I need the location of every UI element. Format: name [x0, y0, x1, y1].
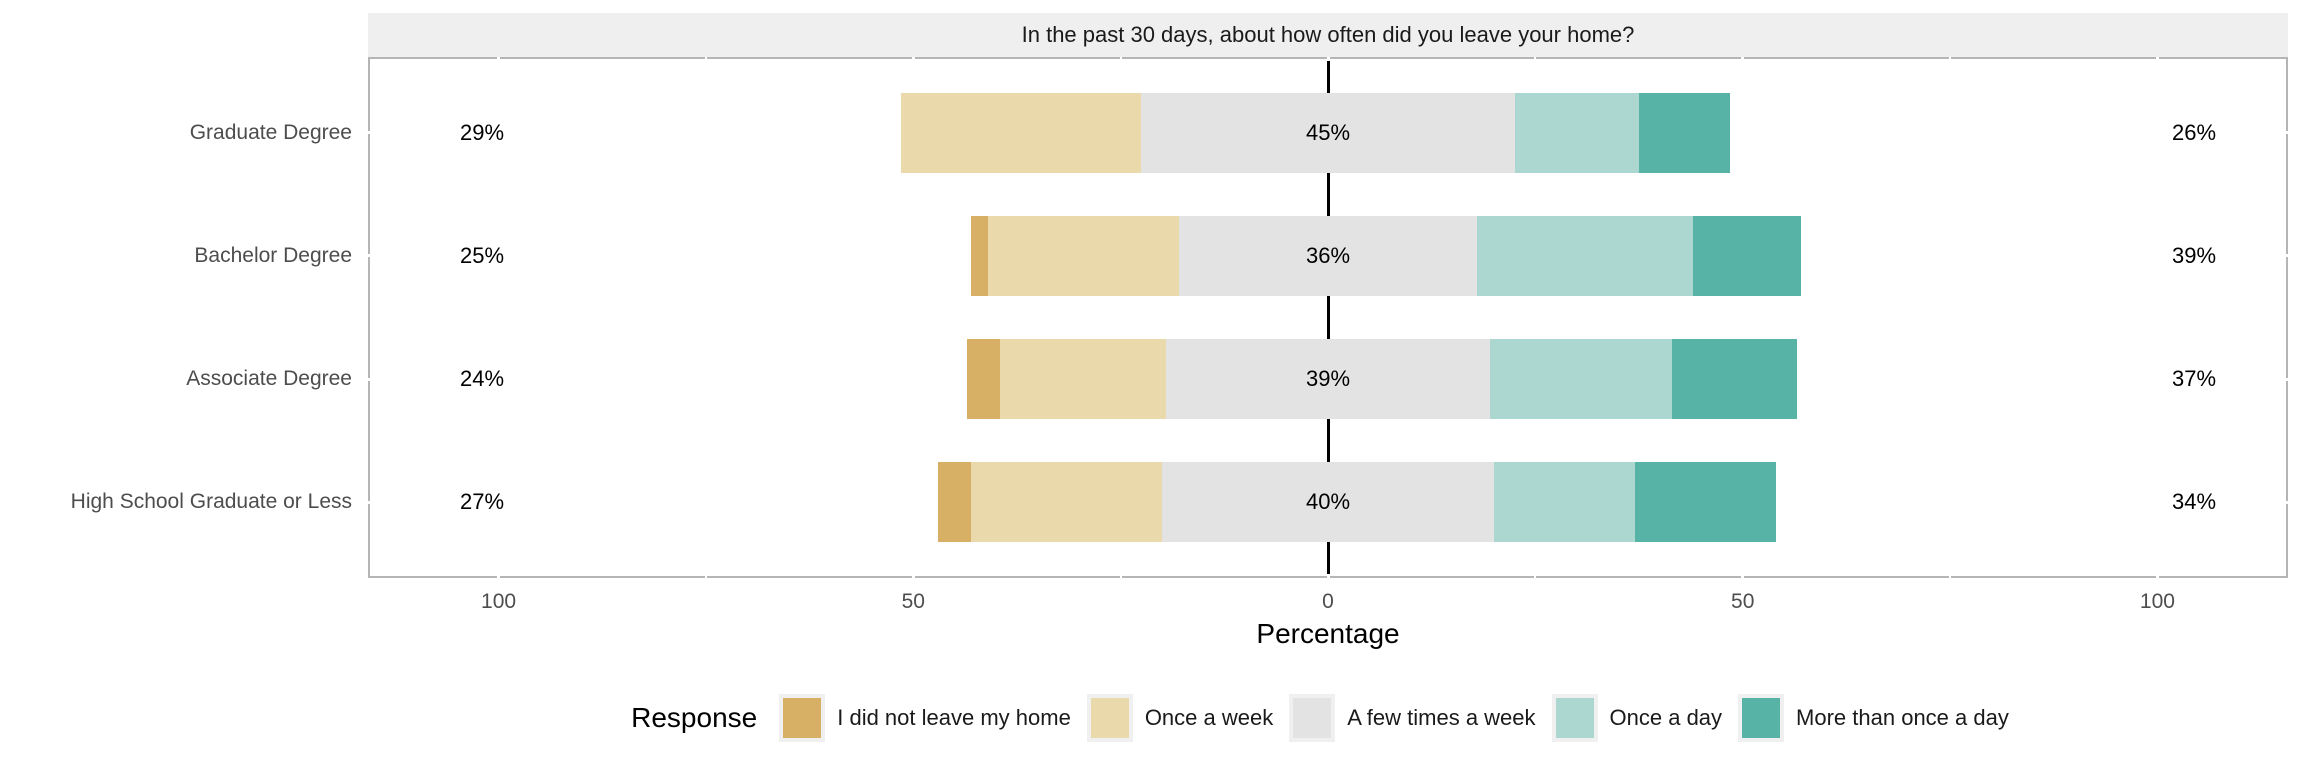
- legend-item-label: I did not leave my home: [837, 705, 1071, 730]
- x-axis-title: Percentage: [1256, 618, 1400, 649]
- grid-notch: [1119, 574, 1122, 578]
- center-total-label: 39%: [1305, 366, 1351, 392]
- grid-notch: [911, 574, 915, 578]
- grid-notch: [497, 57, 501, 61]
- legend-title: Response: [631, 702, 758, 733]
- center-total-label: 40%: [1305, 489, 1351, 515]
- bar-row: [370, 339, 2286, 420]
- bar-segment: [971, 462, 1163, 543]
- bar-row: [370, 462, 2286, 543]
- x-tick-label: 50: [901, 590, 925, 613]
- legend-swatch-icon: [1742, 698, 1781, 738]
- legend-item: More than once a day: [1738, 694, 2009, 742]
- legend-item-label: Once a day: [1609, 705, 1723, 730]
- grid-notch: [2284, 131, 2288, 135]
- legend-item-label: More than once a day: [1796, 705, 2009, 730]
- grid-notch: [1741, 57, 1745, 61]
- grid-notch: [1949, 574, 1952, 578]
- plot-panel: 29% 45% 26% 25% 36% 39% 24% 39% 37% 27% 40% 34%: [368, 57, 2288, 578]
- right-total-label: 34%: [2171, 489, 2217, 515]
- bar-segment: [1141, 92, 1515, 173]
- bar-segment: [938, 462, 972, 543]
- category-label: Bachelor Degree: [194, 243, 352, 267]
- legend-item: Once a day: [1551, 694, 1723, 742]
- legend-key: [1289, 694, 1336, 742]
- bar-segment: [987, 215, 1179, 296]
- bar-segment: [1489, 339, 1673, 420]
- legend-swatch-icon: [1090, 698, 1129, 738]
- x-tick-label: 50: [1731, 590, 1755, 613]
- bar-segment: [1639, 92, 1731, 173]
- right-total-label: 26%: [2171, 119, 2217, 145]
- grid-notch: [368, 131, 372, 135]
- grid-notch: [704, 574, 707, 578]
- bar-segment: [1672, 339, 1797, 420]
- legend-item-label: Once a week: [1144, 705, 1274, 730]
- x-tick-label: 100: [2139, 590, 2175, 613]
- grid-notch: [2284, 377, 2288, 381]
- x-tick-label: 100: [481, 590, 517, 613]
- legend: Response I did not leave my home Once a w…: [368, 688, 2288, 748]
- category-label: Associate Degree: [186, 367, 352, 391]
- bar-row: [370, 215, 2286, 296]
- legend-item: I did not leave my home: [779, 694, 1071, 742]
- legend-key: [1086, 694, 1133, 742]
- grid-notch: [2155, 57, 2159, 61]
- grid-notch: [1534, 57, 1537, 61]
- grid-notch: [368, 377, 372, 381]
- zero-reference-line: [1326, 59, 1330, 576]
- right-total-label: 39%: [2171, 242, 2217, 268]
- grid-notch: [1741, 574, 1745, 578]
- bar-row: [370, 92, 2286, 173]
- bar-segment: [900, 92, 1142, 173]
- legend-key: [779, 694, 826, 742]
- legend-swatch-icon: [1555, 698, 1594, 738]
- legend-item: A few times a week: [1289, 694, 1536, 742]
- legend-key: [1738, 694, 1785, 742]
- chart-title: In the past 30 days, about how often did…: [1021, 22, 1635, 47]
- grid-notch: [1119, 57, 1122, 61]
- left-total-label: 24%: [459, 366, 505, 392]
- grid-notch: [911, 57, 915, 61]
- grid-notch: [1949, 57, 1952, 61]
- grid-notch: [497, 574, 501, 578]
- category-label: High School Graduate or Less: [70, 490, 352, 514]
- grid-notch: [368, 254, 372, 258]
- center-total-label: 36%: [1305, 242, 1351, 268]
- bar-segment: [1000, 339, 1167, 420]
- left-total-label: 29%: [459, 119, 505, 145]
- bar-segment: [971, 215, 988, 296]
- grid-notch: [704, 57, 707, 61]
- bar-segment: [967, 339, 1001, 420]
- grid-notch: [368, 500, 372, 504]
- grid-notch: [2284, 500, 2288, 504]
- bar-segment: [1162, 462, 1494, 543]
- grid-notch: [1326, 57, 1330, 61]
- bar-segment: [1634, 462, 1776, 543]
- legend-swatch-icon: [1293, 698, 1332, 738]
- legend-key: [1551, 694, 1598, 742]
- grid-notch: [2155, 574, 2159, 578]
- grid-notch: [2284, 254, 2288, 258]
- center-total-label: 45%: [1305, 119, 1351, 145]
- left-total-label: 27%: [459, 489, 505, 515]
- bar-segment: [1477, 215, 1693, 296]
- left-total-label: 25%: [459, 242, 505, 268]
- right-total-label: 37%: [2171, 366, 2217, 392]
- legend-item-label: A few times a week: [1347, 705, 1536, 730]
- x-tick-label: 0: [1322, 590, 1334, 613]
- bar-segment: [1514, 92, 1640, 173]
- grid-notch: [1534, 574, 1537, 578]
- bar-segment: [1166, 339, 1490, 420]
- bar-segment: [1493, 462, 1635, 543]
- legend-swatch-icon: [783, 698, 822, 738]
- legend-items: I did not leave my home Once a week A few …: [779, 694, 2025, 742]
- bar-segment: [1178, 215, 1478, 296]
- grid-notch: [1326, 574, 1330, 578]
- bar-segment: [1692, 215, 1801, 296]
- category-label: Graduate Degree: [189, 120, 352, 144]
- facet-strip: In the past 30 days, about how often did…: [368, 13, 2288, 57]
- legend-item: Once a week: [1086, 694, 1274, 742]
